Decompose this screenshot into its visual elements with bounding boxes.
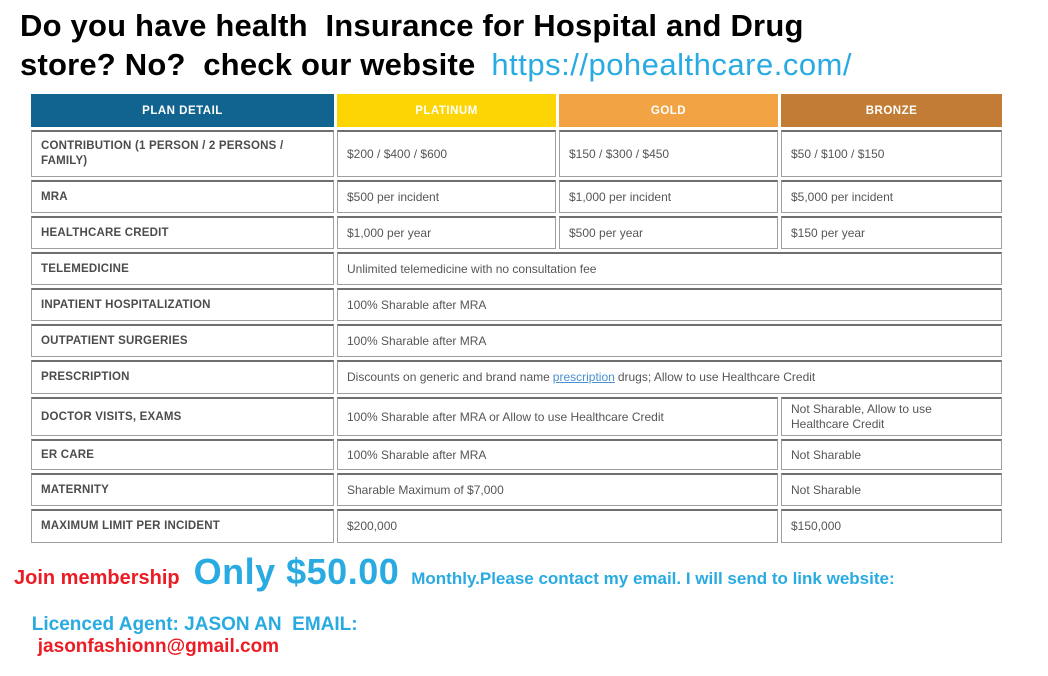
plan-value-platinum: $1,000 per year [337,216,556,249]
prescription-text: Discounts on generic and brand name presc… [347,370,815,385]
plan-value-bronze: Not Sharable [781,473,1002,506]
page-title-line2: store? No? check our website https://pohe… [20,45,1048,84]
plan-value-gold: $1,000 per incident [559,180,778,213]
plan-value-bronze: $150,000 [781,509,1002,543]
plan-value-bronze: $150 per year [781,216,1002,249]
column-header-bronze: BRONZE [781,94,1002,127]
plan-value-gold: $500 per year [559,216,778,249]
plan-value-platinum-gold: Sharable Maximum of $7,000 [337,473,778,506]
row-label: MRA [31,180,334,213]
column-header-plan-detail: PLAN DETAIL [31,94,334,127]
page-title-line2-text: store? No? check our website [20,47,476,82]
table-row-mra: MRA $500 per incident $1,000 per inciden… [31,180,1002,213]
plan-value-all-plans: 100% Sharable after MRA [337,324,1002,357]
agent-line: Licenced Agent: JASON AN EMAIL: jasonfas… [14,596,1048,676]
website-link[interactable]: https://pohealthcare.com/ [491,47,852,82]
plan-value-all-plans: Unlimited telemedicine with no consultat… [337,252,1002,285]
page-title-line1: Do you have health Insurance for Hospita… [20,8,804,43]
table-row-maternity: MATERNITY Sharable Maximum of $7,000 Not… [31,473,1002,506]
row-label: DOCTOR VISITS, EXAMS [31,397,334,436]
row-label: OUTPATIENT SURGERIES [31,324,334,357]
row-label: ER CARE [31,439,334,470]
table-header-row: PLAN DETAIL PLATINUM GOLD BRONZE [31,94,1002,127]
table-row-outpatient-surgeries: OUTPATIENT SURGERIES 100% Sharable after… [31,324,1002,357]
row-label: PRESCRIPTION [31,360,334,394]
row-label: TELEMEDICINE [31,252,334,285]
footer: Join membership Only $50.00 Monthly.Plea… [14,551,1048,676]
row-label: HEALTHCARE CREDIT [31,216,334,249]
table-row-er-care: ER CARE 100% Sharable after MRA Not Shar… [31,439,1002,470]
plan-value-bronze: $50 / $100 / $150 [781,130,1002,177]
plan-value-platinum-gold: $200,000 [337,509,778,543]
plan-value-platinum-gold: 100% Sharable after MRA [337,439,778,470]
plan-value-bronze: $5,000 per incident [781,180,1002,213]
plan-value-bronze: Not Sharable, Allow to use Healthcare Cr… [781,397,1002,436]
prescription-text-prefix: Discounts on generic and brand name [347,370,550,384]
plan-value-all-plans: Discounts on generic and brand name presc… [337,360,1002,394]
plan-value-platinum: $200 / $400 / $600 [337,130,556,177]
price-text: Only $50.00 [193,551,400,592]
table-row-maximum-limit: MAXIMUM LIMIT PER INCIDENT $200,000 $150… [31,509,1002,543]
agent-label: Licenced Agent: JASON AN EMAIL: [31,614,358,635]
plan-value-all-plans: 100% Sharable after MRA [337,288,1002,321]
column-header-platinum: PLATINUM [337,94,556,127]
row-label: MAXIMUM LIMIT PER INCIDENT [31,509,334,543]
plan-value-bronze: Not Sharable [781,439,1002,470]
prescription-link[interactable]: prescription [552,370,615,384]
page-title: Do you have health Insurance for Hospita… [20,6,1048,84]
table-row-doctor-visits-exams: DOCTOR VISITS, EXAMS 100% Sharable after… [31,397,1002,436]
plan-value-gold: $150 / $300 / $450 [559,130,778,177]
membership-line: Join membership Only $50.00 Monthly.Plea… [14,551,1048,593]
plan-comparison-table: PLAN DETAIL PLATINUM GOLD BRONZE CONTRIB… [31,94,1002,543]
plan-value-platinum: $500 per incident [337,180,556,213]
join-membership-label: Join membership [14,567,180,589]
prescription-text-suffix: drugs; Allow to use Healthcare Credit [617,370,816,384]
plan-value-platinum-gold: 100% Sharable after MRA or Allow to use … [337,397,778,436]
table-row-prescription: PRESCRIPTION Discounts on generic and br… [31,360,1002,394]
agent-email: jasonfashionn@gmail.com [37,636,280,657]
row-label: CONTRIBUTION (1 PERSON / 2 PERSONS / FAM… [31,130,334,177]
row-label: INPATIENT HOSPITALIZATION [31,288,334,321]
table-row-telemedicine: TELEMEDICINE Unlimited telemedicine with… [31,252,1002,285]
row-label: MATERNITY [31,473,334,506]
table-row-inpatient-hospitalization: INPATIENT HOSPITALIZATION 100% Sharable … [31,288,1002,321]
monthly-note: Monthly.Please contact my email. I will … [411,569,895,588]
table-row-healthcare-credit: HEALTHCARE CREDIT $1,000 per year $500 p… [31,216,1002,249]
column-header-gold: GOLD [559,94,778,127]
table-row-contribution: CONTRIBUTION (1 PERSON / 2 PERSONS / FAM… [31,130,1002,177]
